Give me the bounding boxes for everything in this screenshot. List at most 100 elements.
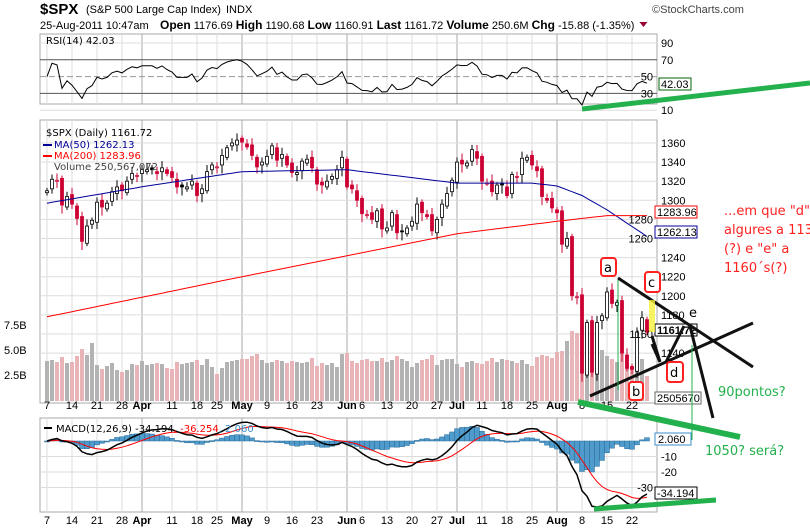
macd-histogram-bar (244, 435, 250, 442)
candle-body (520, 157, 524, 175)
volume-tick-label: 2.5B (4, 370, 27, 382)
volume-bar (390, 360, 394, 401)
macd-histogram-bar (589, 440, 595, 473)
volume-bar (165, 368, 169, 401)
symbol-name: (S&P 500 Large Cap Index) (86, 4, 221, 16)
price-tick-label: 1160 (629, 329, 653, 341)
candle-body (430, 214, 434, 232)
volume-bar (190, 362, 194, 401)
volume-bar (305, 362, 309, 401)
macd-histogram-bar (434, 438, 440, 442)
volume-bar (325, 365, 329, 401)
volume-bar (445, 359, 449, 401)
macd-histogram-bar (519, 438, 525, 442)
candle-body (230, 142, 234, 147)
x-axis-label: 16 (286, 400, 298, 412)
macd-histogram-bar (579, 440, 585, 472)
volume-bar (490, 358, 494, 401)
x-axis-label: Aug (546, 400, 567, 412)
volume-bar (385, 362, 389, 401)
volume-bar (370, 361, 374, 401)
volume-bar (85, 355, 89, 401)
candle-body (55, 179, 59, 182)
price-tick-label: 1360 (661, 138, 685, 150)
macd-histogram-bar (429, 439, 435, 442)
macd-histogram-bar (489, 437, 495, 442)
macd-histogram-bar (644, 437, 650, 442)
candle-body (530, 155, 534, 166)
candle-body (395, 214, 399, 234)
x-axis-label: Apr (133, 515, 153, 527)
macd-histogram-bar (294, 440, 300, 447)
x-axis-label: 11 (476, 400, 487, 412)
volume-bar (115, 370, 119, 401)
x-axis-label: 20 (406, 400, 418, 412)
last-label: Last (377, 18, 402, 32)
macd-histogram-bar (619, 440, 625, 447)
candle-body (220, 155, 224, 166)
volume-bars (45, 325, 649, 401)
x-axis-label: 25 (526, 400, 538, 412)
macd-histogram-bar (229, 435, 235, 442)
chg-label: Chg (532, 18, 555, 32)
macd-histogram-bar (599, 440, 605, 461)
candle-body (385, 227, 389, 232)
candle-body (420, 201, 424, 214)
volume-bar (640, 359, 644, 401)
candle-body (400, 230, 404, 233)
chg-value: -15.88 (-1.35%) (558, 20, 634, 32)
candle-body (115, 186, 119, 195)
macd-histogram-bar (179, 440, 185, 443)
x-axis-label: 13 (381, 515, 393, 527)
volume-label: Volume (446, 18, 489, 32)
candle-body (145, 169, 149, 173)
candle-body (425, 214, 429, 217)
macd-histogram-bar (449, 431, 455, 442)
volume-bar (525, 364, 529, 401)
x-axis-label: 22 (626, 400, 638, 412)
x-axis-label: 18 (501, 400, 513, 412)
price-tick-label: 1260 (629, 234, 653, 246)
rsi-tick-label: 30 (641, 88, 653, 100)
macd-histogram-bar (369, 440, 375, 451)
candle-body (580, 294, 584, 374)
candle-body (355, 190, 359, 201)
volume-bar (405, 361, 409, 401)
candle-body (300, 160, 304, 172)
rsi-legend: RSI(14) 42.03 (46, 36, 115, 47)
macd-histogram-bar (264, 440, 270, 443)
macd-histogram-bar (119, 436, 125, 442)
candle-body (205, 171, 209, 192)
volume-bar (435, 365, 439, 401)
volume-bar (230, 361, 234, 401)
macd-histogram-bar (169, 438, 175, 442)
open-label: Open (160, 18, 191, 32)
x-axis-label: 18 (191, 515, 203, 527)
rsi-tick-label: 90 (661, 38, 673, 50)
candle-body (65, 196, 69, 208)
volume-bar (175, 362, 179, 401)
candle-body (295, 172, 299, 175)
volume-bar (610, 359, 614, 401)
macd-histogram-bar (239, 434, 245, 442)
highlight-marker (649, 300, 655, 332)
macd-histogram-bar (219, 437, 225, 442)
candle-body (130, 173, 134, 180)
macd-histogram-bar (109, 439, 115, 442)
candle-body (555, 209, 559, 214)
candle-body (600, 315, 604, 322)
volume-bar (80, 349, 84, 401)
macd-histogram-bar (189, 440, 195, 444)
x-axis-label: 6 (359, 400, 365, 412)
ma200-tag: 1283.96 (657, 207, 697, 219)
rsi-tick-label: 10 (661, 105, 673, 117)
candle-body (135, 175, 139, 177)
volume-bar (460, 367, 464, 401)
volume-bar (280, 361, 284, 401)
candle-body (380, 208, 384, 230)
volume-bar (600, 350, 604, 401)
macd-histogram-bar (384, 440, 390, 450)
volume-bar (95, 365, 99, 401)
